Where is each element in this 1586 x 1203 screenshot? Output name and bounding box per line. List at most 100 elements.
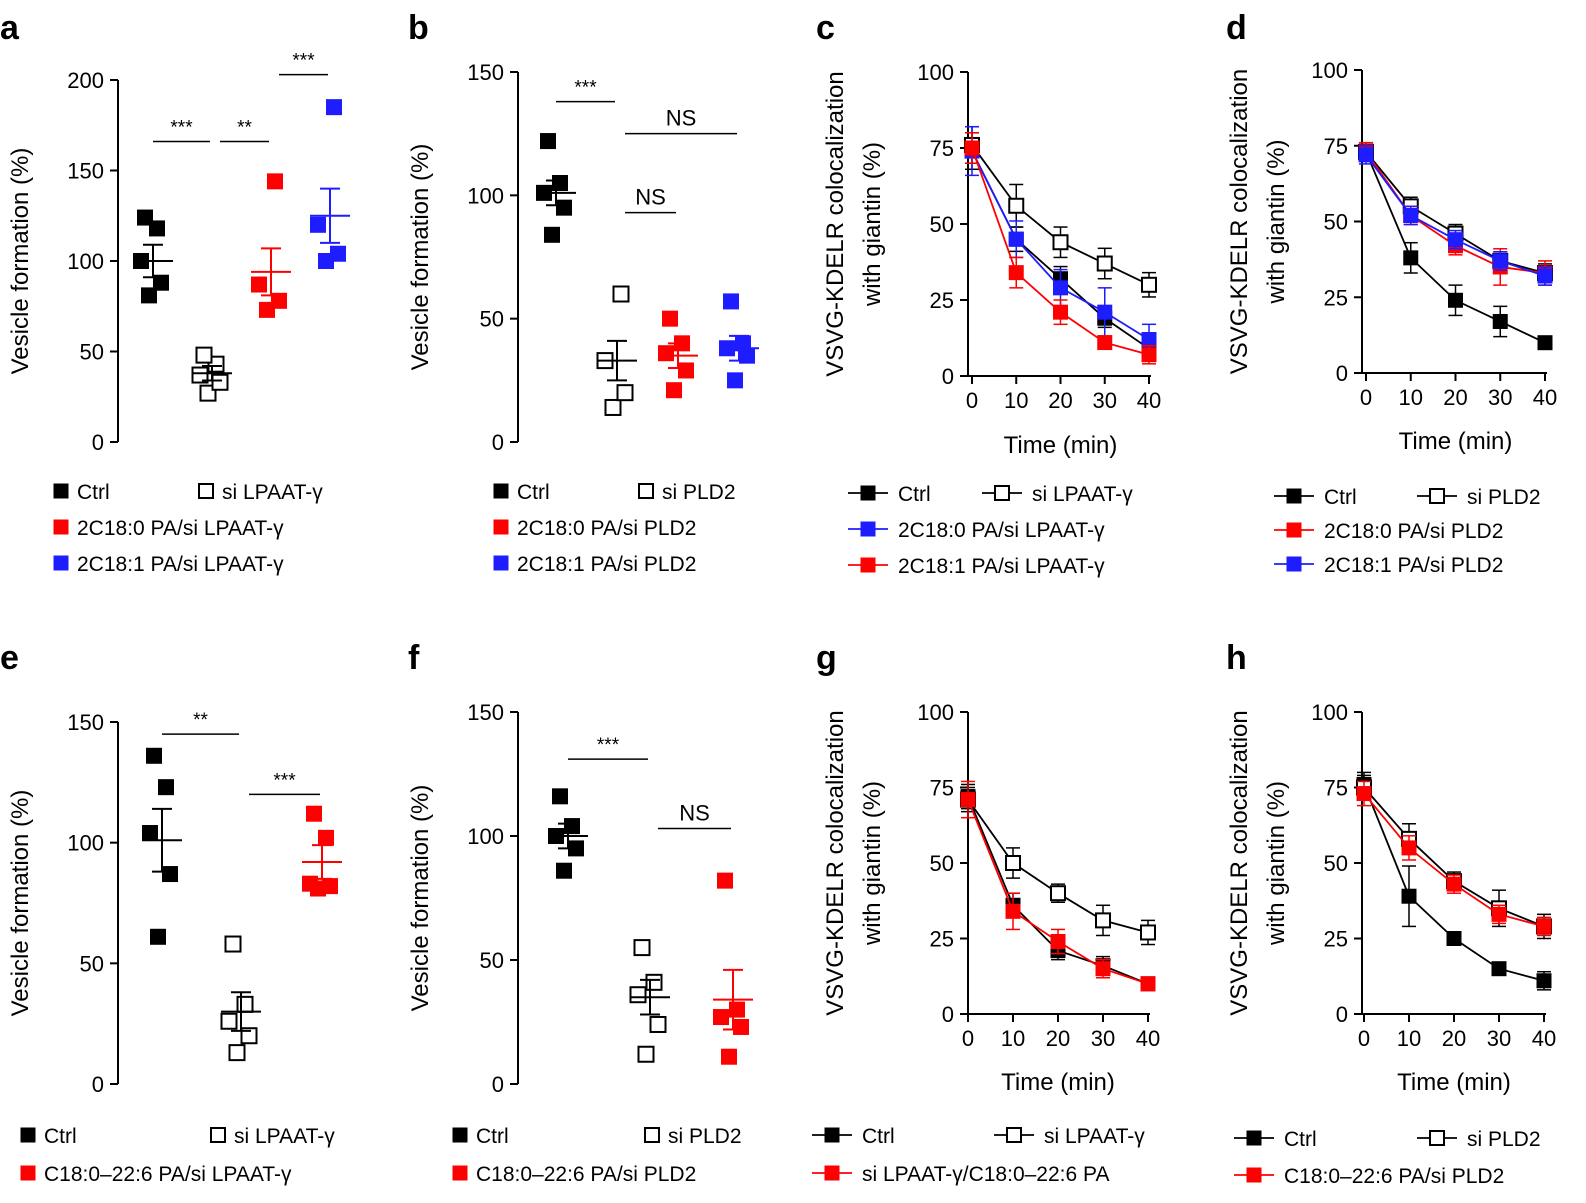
y-axis-label-d: VSVG-KDELR colocalization	[1226, 69, 1253, 374]
y-tick-label-e: 150	[67, 710, 104, 735]
x-tick-label-h: 10	[1397, 1026, 1421, 1051]
data-point-b-2	[666, 382, 682, 399]
series-line-c-1	[971, 144, 1150, 286]
legend-marker-f	[644, 1127, 660, 1143]
data-point-c-2	[1141, 332, 1157, 348]
y-axis-label-c: with giantin (%)	[859, 142, 886, 307]
y-axis-label-a: Vesicle formation (%)	[7, 148, 34, 375]
y-tick-label-e: 100	[67, 831, 104, 856]
data-point-a-3	[326, 99, 342, 116]
data-point-g-1	[1140, 924, 1156, 941]
y-tick-label-d: 75	[1324, 134, 1348, 159]
data-point-a-0	[153, 274, 169, 291]
data-point-f-2	[733, 1018, 749, 1035]
data-point-d-3	[1403, 207, 1419, 223]
legend-label-g: Ctrl	[862, 1125, 895, 1148]
y-tick-label-a: 50	[80, 340, 104, 365]
panel-label-e: e	[0, 639, 19, 677]
data-point-b-0	[544, 226, 560, 243]
data-point-d-0	[1403, 250, 1419, 266]
data-point-b-0	[540, 133, 556, 150]
data-point-f-0	[556, 862, 572, 879]
legend-marker-d	[1429, 488, 1445, 504]
data-point-b-1	[604, 398, 622, 416]
x-tick-label-g: 30	[1091, 1026, 1115, 1051]
legend-marker-c	[994, 485, 1010, 501]
panel-label-f: f	[408, 639, 420, 677]
sig-label-f: ***	[597, 735, 620, 756]
data-point-d-0	[1537, 335, 1553, 351]
legend-marker-h	[1246, 1130, 1262, 1146]
data-point-c-3	[1053, 304, 1068, 320]
legend-marker-b	[638, 483, 654, 499]
y-tick-label-d: 100	[1311, 58, 1348, 83]
y-tick-label-h: 25	[1324, 927, 1348, 952]
data-point-a-0	[137, 209, 153, 226]
legend-label-a: si LPAAT-γ	[222, 481, 323, 504]
y-tick-label-g: 75	[930, 776, 954, 801]
legend-marker-a	[198, 483, 214, 499]
legend-label-a: 2C18:1 PA/si LPAAT-γ	[77, 553, 284, 576]
x-tick-label-d: 30	[1488, 385, 1512, 410]
x-tick-label-c: 0	[966, 388, 978, 413]
data-point-a-1	[195, 346, 213, 364]
data-point-d-3	[1448, 232, 1463, 248]
legend-marker-f	[452, 1127, 468, 1143]
y-tick-label-f: 50	[480, 948, 504, 973]
legend-marker-c	[860, 485, 876, 501]
y-axis-label-e: Vesicle formation (%)	[7, 790, 34, 1017]
data-point-d-3	[1358, 147, 1374, 163]
data-point-a-2	[271, 292, 287, 309]
legend-label-h: Ctrl	[1284, 1128, 1317, 1151]
data-point-e-2	[318, 829, 334, 846]
legend-label-g: si LPAAT-γ	[1044, 1125, 1145, 1148]
data-point-c-3	[1141, 347, 1157, 363]
legend-marker-a	[53, 555, 69, 571]
x-tick-label-h: 20	[1442, 1026, 1466, 1051]
legend-label-d: 2C18:1 PA/si PLD2	[1324, 554, 1503, 577]
series-line-h-2	[1363, 792, 1545, 928]
legend-label-d: Ctrl	[1324, 486, 1357, 509]
legend-marker-h	[1246, 1167, 1262, 1183]
data-point-a-3	[310, 216, 326, 233]
data-point-e-0	[162, 866, 178, 883]
data-point-c-2	[1008, 231, 1024, 247]
data-point-g-1	[1005, 855, 1021, 871]
data-point-f-0	[552, 788, 568, 805]
x-tick-label-d: 0	[1360, 385, 1372, 410]
data-point-f-1	[637, 1045, 655, 1063]
panel-label-c: c	[816, 9, 835, 47]
x-axis-label-c: Time (min)	[1004, 432, 1118, 459]
data-point-g-1	[1095, 912, 1111, 929]
data-point-f-2	[729, 1001, 745, 1018]
x-tick-label-c: 20	[1048, 388, 1072, 413]
y-tick-label-h: 50	[1324, 851, 1348, 876]
x-tick-label-h: 0	[1358, 1026, 1370, 1051]
legend-marker-c	[860, 557, 876, 573]
y-tick-label-b: 0	[492, 430, 504, 455]
legend-label-b: 2C18:1 PA/si PLD2	[517, 553, 696, 576]
x-axis-label-g: Time (min)	[1001, 1069, 1115, 1096]
x-tick-label-d: 40	[1533, 385, 1557, 410]
data-point-e-1	[220, 1012, 238, 1030]
legend-label-b: 2C18:0 PA/si PLD2	[517, 517, 696, 540]
y-axis-label-h: with giantin (%)	[1263, 781, 1290, 946]
data-point-d-3	[1492, 253, 1508, 269]
data-point-f-2	[713, 1009, 729, 1026]
legend-label-h: si PLD2	[1467, 1128, 1541, 1151]
data-point-e-0	[146, 747, 162, 764]
x-tick-label-c: 10	[1004, 388, 1028, 413]
data-point-b-2	[658, 345, 674, 362]
data-point-d-0	[1448, 292, 1463, 308]
legend-marker-g	[824, 1127, 840, 1143]
legend-label-c: Ctrl	[898, 483, 931, 506]
data-point-b-3	[727, 372, 743, 389]
y-tick-label-c: 75	[930, 136, 954, 161]
data-point-c-1	[1008, 197, 1025, 214]
data-point-c-1	[1052, 234, 1069, 251]
data-point-b-2	[678, 362, 694, 379]
y-tick-label-d: 25	[1324, 285, 1348, 310]
data-point-g-2	[1095, 961, 1111, 977]
legend-marker-c	[860, 521, 876, 537]
data-point-a-1	[191, 366, 209, 384]
